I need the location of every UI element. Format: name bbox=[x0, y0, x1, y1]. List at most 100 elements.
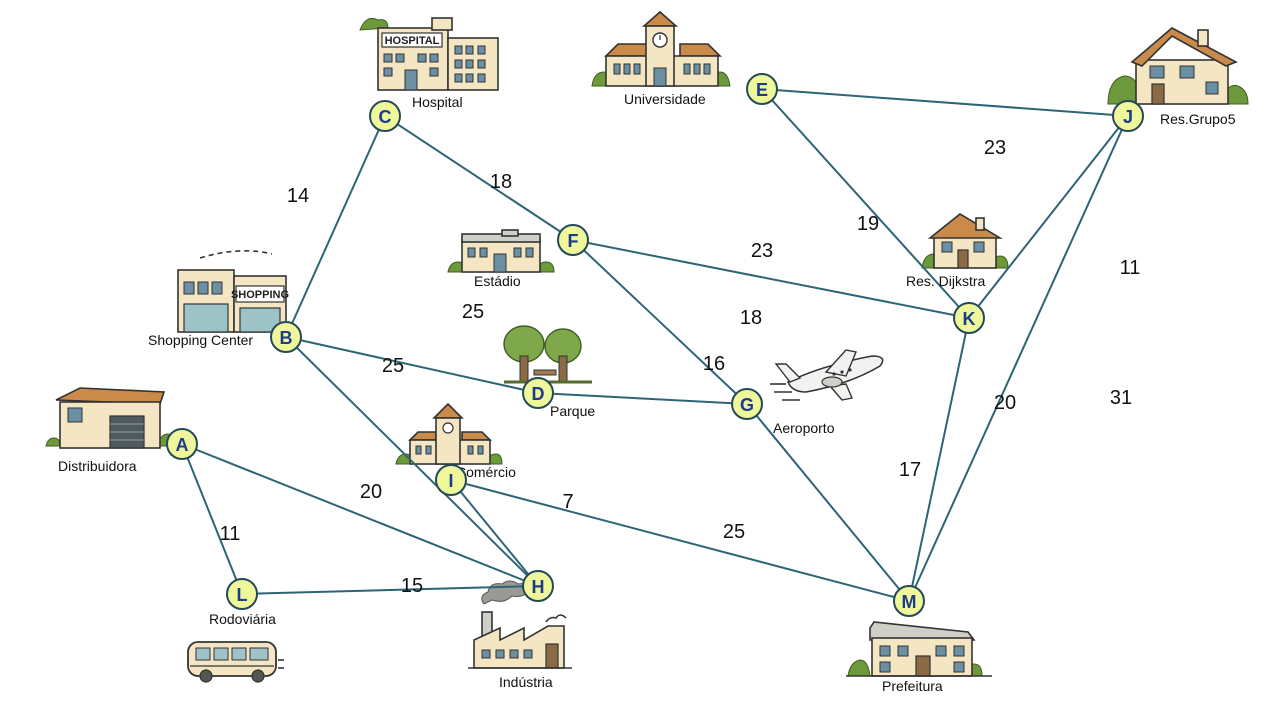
edge-j-k bbox=[968, 115, 1129, 319]
edge-j-m bbox=[908, 115, 1129, 602]
nodes-layer: A B C D E F G H I J K L M bbox=[166, 73, 1144, 617]
edge-weight-j-k: 11 bbox=[1120, 257, 1141, 279]
warehouse-icon bbox=[45, 387, 175, 449]
edge-a-l bbox=[181, 443, 243, 595]
city-hall-icon bbox=[846, 621, 992, 677]
edge-b-h bbox=[285, 336, 539, 587]
place-labels-layer: Distribuidora Shopping Center Hospital Parq… bbox=[58, 91, 1236, 694]
place-label-l: Rodoviária bbox=[209, 611, 276, 627]
place-label-i: Comércio bbox=[456, 464, 516, 480]
edge-weight-g-m: 17 bbox=[899, 459, 921, 481]
university-icon bbox=[591, 10, 731, 87]
node-d[interactable]: D bbox=[522, 377, 554, 409]
edge-b-d bbox=[285, 336, 539, 394]
icons-layer: HOSPITAL bbox=[45, 10, 1249, 683]
edge-weights-layer: 11 20 15 14 25 25 18 16 23 18 25 17 19 23 11 31 20 7 bbox=[220, 137, 1141, 597]
edge-weight-l-h: 15 bbox=[401, 575, 423, 597]
place-label-f: Estádio bbox=[474, 273, 521, 289]
place-label-e: Universidade bbox=[624, 91, 706, 107]
edge-weight-e-k: 19 bbox=[857, 213, 879, 235]
edge-weight-a-l: 11 bbox=[220, 523, 241, 545]
stadium-icon bbox=[447, 229, 555, 273]
edge-b-c bbox=[285, 115, 386, 338]
node-letter: I bbox=[448, 471, 453, 491]
edge-g-m bbox=[746, 403, 910, 602]
place-label-h: Indústria bbox=[499, 674, 553, 690]
node-k[interactable]: K bbox=[953, 302, 985, 334]
node-circle bbox=[270, 321, 302, 353]
node-circle bbox=[522, 570, 554, 602]
node-m[interactable]: M bbox=[893, 585, 925, 617]
node-circle bbox=[953, 302, 985, 334]
node-letter: C bbox=[379, 107, 392, 127]
hospital-icon: HOSPITAL bbox=[359, 17, 499, 91]
edge-k-m bbox=[908, 317, 970, 602]
house-icon bbox=[1107, 27, 1249, 105]
bus-icon bbox=[187, 641, 284, 683]
edge-a-h bbox=[181, 443, 539, 587]
shopping-icon: SHOPPING bbox=[177, 250, 289, 333]
edge-d-g bbox=[537, 392, 748, 405]
edge-c-f bbox=[384, 115, 574, 241]
edge-f-g bbox=[572, 239, 748, 405]
park-icon bbox=[503, 325, 592, 384]
node-circle bbox=[435, 464, 467, 496]
svg-text:HOSPITAL: HOSPITAL bbox=[385, 35, 440, 47]
edge-weight-i-m: 25 bbox=[723, 521, 745, 543]
node-letter: L bbox=[237, 585, 248, 605]
place-label-j: Res.Grupo5 bbox=[1160, 111, 1236, 127]
svg-text:SHOPPING: SHOPPING bbox=[231, 289, 289, 301]
airplane-icon bbox=[770, 349, 884, 401]
edge-weight-i-h: 7 bbox=[562, 491, 573, 513]
node-circle bbox=[369, 100, 401, 132]
edge-e-k bbox=[761, 88, 970, 319]
node-c[interactable]: C bbox=[369, 100, 401, 132]
node-l[interactable]: L bbox=[226, 578, 258, 610]
node-letter: K bbox=[963, 309, 976, 329]
node-g[interactable]: G bbox=[731, 388, 763, 420]
node-letter: E bbox=[756, 80, 768, 100]
edge-weight-c-f: 18 bbox=[490, 171, 512, 193]
edge-weight-f-k: 23 bbox=[751, 240, 773, 262]
node-h[interactable]: H bbox=[522, 570, 554, 602]
edge-f-k bbox=[572, 239, 970, 319]
node-a[interactable]: A bbox=[166, 428, 198, 460]
node-letter: A bbox=[176, 435, 189, 455]
node-letter: J bbox=[1123, 107, 1133, 127]
node-circle bbox=[522, 377, 554, 409]
commerce-icon bbox=[395, 402, 503, 465]
edge-weight-e-j: 23 bbox=[984, 137, 1006, 159]
node-letter: G bbox=[740, 395, 754, 415]
edge-weight-b-h: 25 bbox=[462, 301, 484, 323]
factory-icon bbox=[468, 580, 572, 669]
node-circle bbox=[226, 578, 258, 610]
node-j[interactable]: J bbox=[1112, 100, 1144, 132]
node-b[interactable]: B bbox=[270, 321, 302, 353]
node-circle bbox=[746, 73, 778, 105]
node-circle bbox=[166, 428, 198, 460]
node-circle bbox=[893, 585, 925, 617]
edge-i-m bbox=[450, 479, 910, 602]
node-f[interactable]: F bbox=[557, 224, 589, 256]
place-label-a: Distribuidora bbox=[58, 458, 137, 474]
edge-weight-f-g: 16 bbox=[703, 353, 725, 375]
edges-layer bbox=[181, 88, 1129, 602]
place-label-g: Aeroporto bbox=[773, 420, 835, 436]
node-letter: F bbox=[568, 231, 579, 251]
node-circle bbox=[731, 388, 763, 420]
node-letter: B bbox=[280, 328, 293, 348]
node-i[interactable]: I bbox=[435, 464, 467, 496]
node-circle bbox=[557, 224, 589, 256]
node-e[interactable]: E bbox=[746, 73, 778, 105]
house-small-icon bbox=[921, 213, 1009, 269]
edge-weight-b-d: 25 bbox=[382, 355, 404, 377]
edge-weight-b-c: 14 bbox=[287, 185, 309, 207]
edge-weight-j-m: 31 bbox=[1110, 387, 1132, 409]
place-label-b: Shopping Center bbox=[148, 332, 253, 348]
place-label-k: Res. Dijkstra bbox=[906, 273, 986, 289]
node-letter: D bbox=[532, 384, 545, 404]
edge-weight-a-h: 20 bbox=[360, 481, 382, 503]
place-label-d: Parque bbox=[550, 403, 595, 419]
edge-weight-d-g: 18 bbox=[740, 307, 762, 329]
edge-i-h bbox=[450, 479, 539, 587]
